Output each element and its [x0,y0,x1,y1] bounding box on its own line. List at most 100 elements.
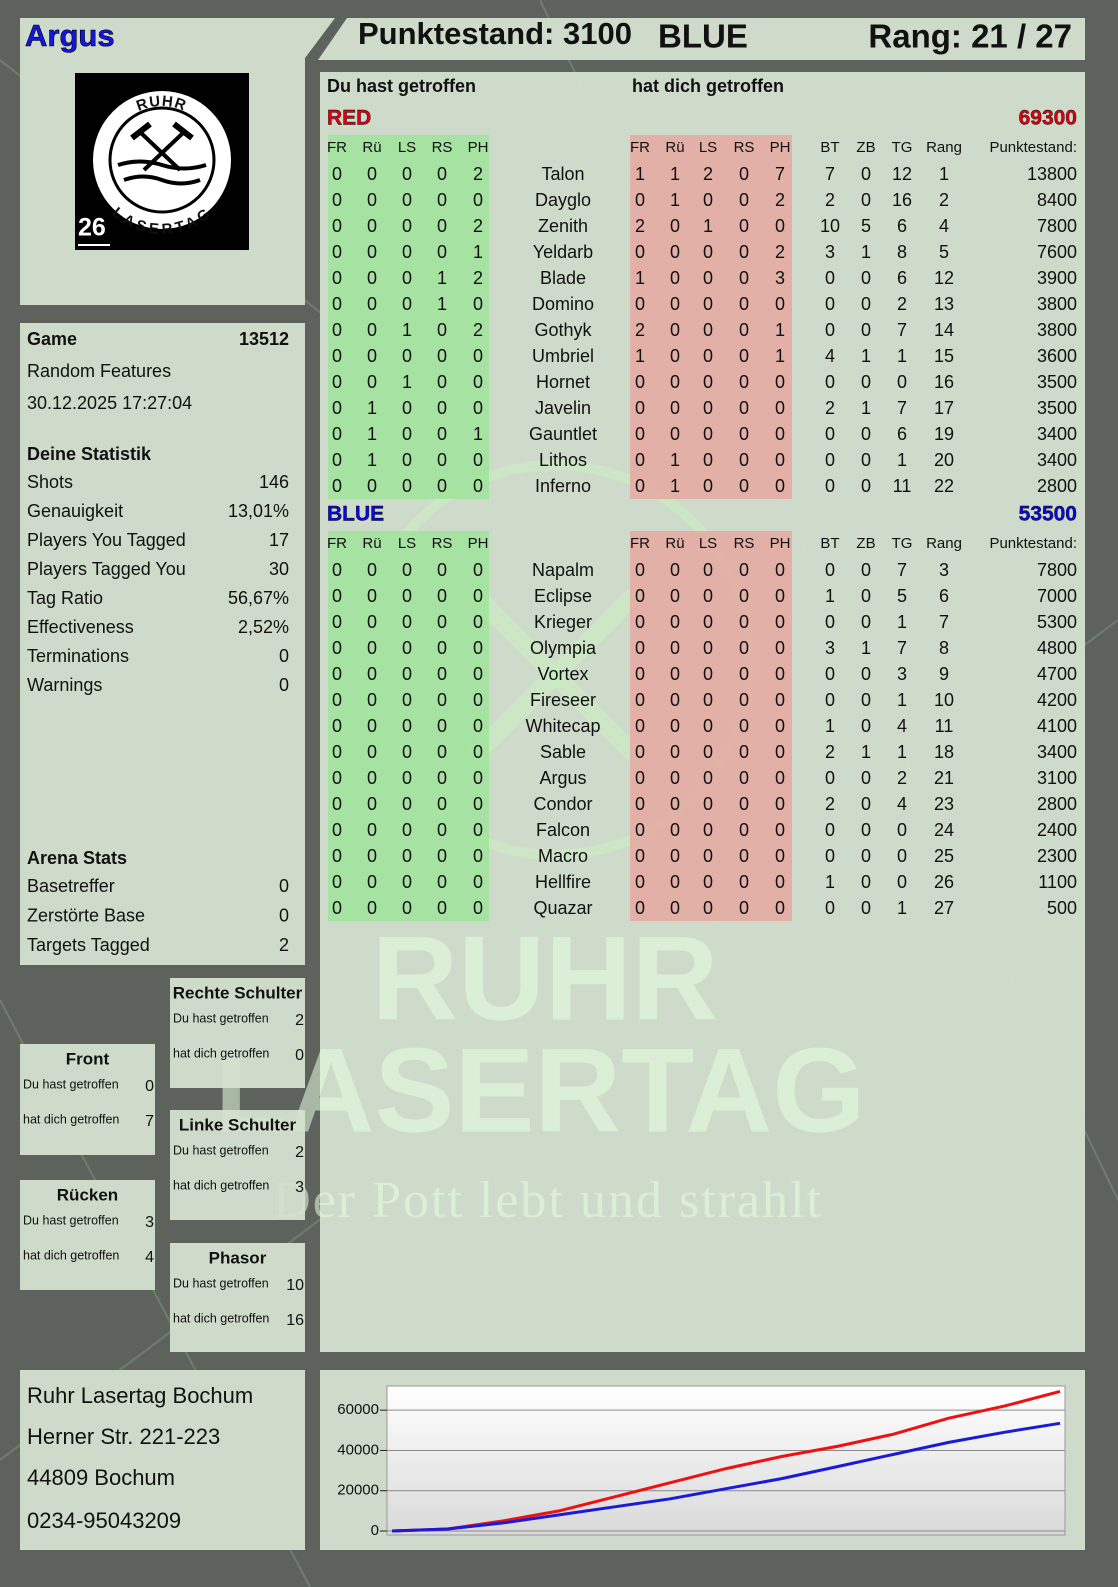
cell: 0 [825,768,835,788]
cell: 0 [703,690,713,710]
cell: 0 [775,846,785,866]
cell: 0 [670,768,680,788]
cell: 0 [367,846,377,866]
cell: 0 [437,164,447,184]
cell: 2 [703,164,713,184]
cell: 0 [703,450,713,470]
cell: 6 [939,586,949,606]
player-cell: Zenith [538,216,588,236]
cell: 3800 [1037,320,1077,340]
cell: 12 [934,268,954,288]
cell: 0 [402,424,412,444]
cell: 0 [367,320,377,340]
cell: 0 [861,612,871,632]
cell: 0 [367,716,377,736]
cell: 0 [775,664,785,684]
cell: 2 [825,742,835,762]
cell: 0 [775,638,785,658]
zone-value: 0 [145,1078,154,1095]
player-cell: Fireseer [530,690,596,710]
table-title: Du hast getroffen [327,76,476,96]
cell: 0 [332,164,342,184]
cell: 0 [473,586,483,606]
address-line: 0234-95043209 [27,1508,181,1533]
cell: 0 [739,372,749,392]
cell: 0 [402,768,412,788]
cell: 0 [635,476,645,496]
cell: 0 [332,794,342,814]
cell: 0 [473,664,483,684]
cell: 0 [473,846,483,866]
cell: 3 [825,638,835,658]
cell: 0 [332,320,342,340]
cell: 0 [437,450,447,470]
player-cell: Whitecap [525,716,600,736]
cell: 0 [825,294,835,314]
cell: 2 [473,320,483,340]
stat-value: 0 [279,646,289,666]
cell: 0 [775,372,785,392]
cell: 0 [402,794,412,814]
cell: 0 [635,450,645,470]
cell: 1 [825,872,835,892]
cell: 0 [825,268,835,288]
stat-label: Players You Tagged [27,530,186,550]
cell: 0 [670,872,680,892]
cell: 0 [473,346,483,366]
cell: 0 [402,294,412,314]
cell: 3500 [1037,372,1077,392]
cell: 500 [1047,898,1077,918]
cell: 0 [739,898,749,918]
cell: 0 [739,164,749,184]
cell: 2800 [1037,794,1077,814]
cell: 0 [861,794,871,814]
cell: 0 [703,820,713,840]
column-header: RS [734,139,755,156]
cell: 0 [775,898,785,918]
cell: 0 [775,716,785,736]
column-header: LS [699,139,717,156]
cell: 1 [367,450,377,470]
cell: 0 [437,794,447,814]
column-header: Rü [362,139,381,156]
cell: 2 [825,190,835,210]
player-cell: Falcon [536,820,590,840]
cell: 0 [739,294,749,314]
cell: 0 [703,424,713,444]
cell: 3400 [1037,424,1077,444]
cell: 0 [437,190,447,210]
zone-value: 10 [286,1277,304,1294]
cell: 0 [402,846,412,866]
cell: 1 [861,742,871,762]
cell: 0 [402,638,412,658]
arena-label: Zerstörte Base [27,905,145,925]
cell: 1 [635,164,645,184]
cell: 0 [897,846,907,866]
cell: 0 [825,476,835,496]
cell: 0 [739,742,749,762]
cell: 11 [893,476,912,496]
cell: 0 [775,742,785,762]
cell: 0 [367,742,377,762]
cell: 0 [437,242,447,262]
cell: 4 [897,716,907,736]
player-cell: Olympia [530,638,597,658]
cell: 0 [825,424,835,444]
cell: 3 [775,268,785,288]
team-total: 53500 [1019,503,1077,526]
cell: 18 [934,742,954,762]
cell: 2300 [1037,846,1077,866]
cell: 0 [861,768,871,788]
cell: 0 [897,372,907,392]
cell: 1 [402,372,412,392]
cell: 0 [635,612,645,632]
column-header: PH [468,535,489,552]
player-name: Argus [25,18,115,53]
cell: 4700 [1037,664,1077,684]
cell: 0 [739,450,749,470]
zone-value: 16 [286,1312,304,1329]
cell: 0 [775,820,785,840]
cell: 0 [437,716,447,736]
player-cell: Sable [540,742,586,762]
cell: 0 [437,612,447,632]
